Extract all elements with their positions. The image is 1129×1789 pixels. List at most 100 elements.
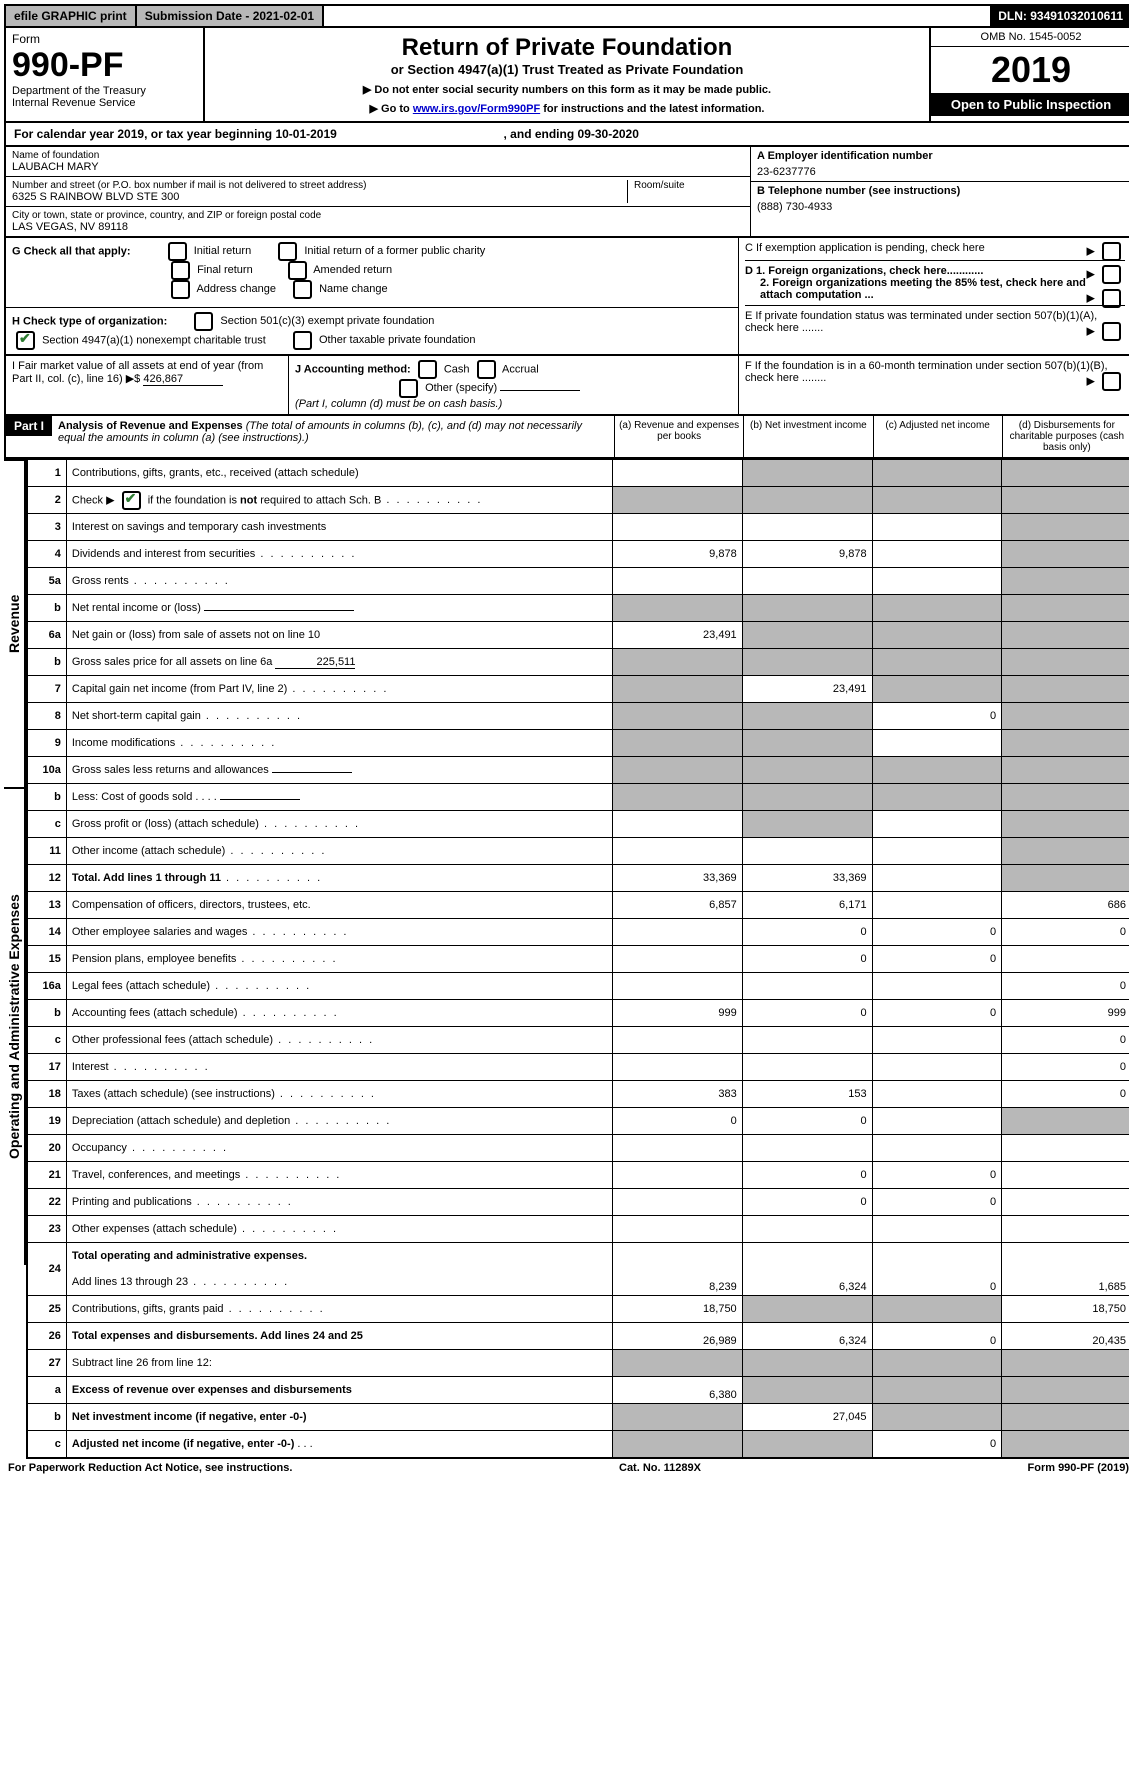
row-12: Total. Add lines 1 through 11 [72,872,221,884]
address-change-checkbox[interactable] [171,280,190,299]
row-21: Travel, conferences, and meetings [72,1169,240,1181]
row-27c: Adjusted net income (if negative, enter … [72,1438,294,1450]
r26-b: 6,324 [742,1323,872,1350]
r16b-c: 0 [872,1000,1002,1027]
r25-d: 18,750 [1002,1296,1129,1323]
addr-label: Number and street (or P.O. box number if… [12,180,627,191]
h-row: H Check type of organization: Section 50… [6,308,738,354]
initial-return-checkbox[interactable] [168,242,187,261]
r6b-val: 225,511 [275,656,355,669]
col-d-hdr: (d) Disbursements for charitable purpose… [1002,416,1129,457]
f-text: F If the foundation is in a 60-month ter… [745,360,1108,384]
g-opt-3: Amended return [313,264,392,276]
row-27: Subtract line 26 from line 12: [66,1350,612,1377]
revenue-label: Revenue [4,459,26,787]
instructions-link[interactable]: www.irs.gov/Form990PF [413,103,540,115]
r13-d: 686 [1002,892,1129,919]
col-b-hdr: (b) Net investment income [743,416,872,457]
cal-end: , and ending 09-30-2020 [504,127,639,141]
row-22: Printing and publications [72,1196,192,1208]
row-3: Interest on savings and temporary cash i… [66,514,612,541]
j-note: (Part I, column (d) must be on cash basi… [295,398,502,410]
name-change-checkbox[interactable] [293,280,312,299]
j-other: Other (specify) [425,382,497,394]
dept-line2: Internal Revenue Service [12,97,197,109]
r16b-b: 0 [742,1000,872,1027]
row-23: Other expenses (attach schedule) [72,1223,237,1235]
final-return-checkbox[interactable] [171,261,190,280]
r4-a: 9,878 [612,541,742,568]
e-checkbox[interactable] [1102,322,1121,341]
part1-title: Analysis of Revenue and Expenses [58,420,243,432]
form-title: Return of Private Foundation [211,34,923,62]
row-5b: Net rental income or (loss) [72,602,201,614]
note2-pre: ▶ Go to [370,103,413,115]
sch-b-checkbox[interactable] [122,491,141,510]
phone-value: (888) 730-4933 [757,197,1125,213]
row-16b: Accounting fees (attach schedule) [72,1007,238,1019]
page-footer: For Paperwork Reduction Act Notice, see … [4,1459,1129,1477]
street-address: 6325 S RAINBOW BLVD STE 300 [12,191,627,203]
r12-b: 33,369 [742,865,872,892]
r22-c: 0 [872,1189,1002,1216]
other-method-checkbox[interactable] [399,379,418,398]
h-label: H Check type of organization: [12,315,167,327]
name-label: Name of foundation [12,150,744,161]
col-c-hdr: (c) Adjusted net income [873,416,1002,457]
c-checkbox[interactable] [1102,242,1121,261]
4947a1-checkbox[interactable] [16,331,35,350]
r25-a: 18,750 [612,1296,742,1323]
city-label: City or town, state or province, country… [12,210,744,221]
calendar-year-row: For calendar year 2019, or tax year begi… [4,123,1129,147]
phone-label: B Telephone number (see instructions) [757,185,1125,197]
row-16a: Legal fees (attach schedule) [72,980,210,992]
row-27a: Excess of revenue over expenses and disb… [72,1384,352,1396]
note-1: ▶ Do not enter social security numbers o… [211,83,923,96]
d2-checkbox[interactable] [1102,289,1121,308]
col-a-hdr: (a) Revenue and expenses per books [614,416,743,457]
row-17: Interest [72,1061,109,1073]
h-opt-3: Other taxable private foundation [319,334,476,346]
row-10a: Gross sales less returns and allowances [72,764,269,776]
f-checkbox[interactable] [1102,372,1121,391]
dept-line1: Department of the Treasury [12,85,197,97]
r27a-a: 6,380 [612,1377,742,1404]
accrual-checkbox[interactable] [477,360,496,379]
501c3-checkbox[interactable] [194,312,213,331]
fmv-value: 426,867 [143,373,223,386]
footer-mid: Cat. No. 11289X [619,1462,701,1474]
r27b-b: 27,045 [742,1404,872,1431]
initial-former-checkbox[interactable] [278,242,297,261]
amended-checkbox[interactable] [288,261,307,280]
row-2: Check ▶ if the foundation is not require… [66,487,612,514]
r15-b: 0 [742,946,872,973]
part1-badge: Part I [6,416,52,436]
g-opt-0: Initial return [194,245,251,257]
r13-b: 6,171 [742,892,872,919]
row-15: Pension plans, employee benefits [72,953,237,965]
ein-value: 23-6237776 [757,162,1125,178]
part1-header: Part I Analysis of Revenue and Expenses … [4,416,1129,459]
ein-label: A Employer identification number [757,150,1125,162]
form-subtitle: or Section 4947(a)(1) Trust Treated as P… [211,62,923,77]
r16b-a: 999 [612,1000,742,1027]
r18-d: 0 [1002,1081,1129,1108]
r16b-d: 999 [1002,1000,1129,1027]
d1-checkbox[interactable] [1102,265,1121,284]
r26-d: 20,435 [1002,1323,1129,1350]
cash-checkbox[interactable] [418,360,437,379]
r24-b: 6,324 [742,1243,872,1296]
row-10c: Gross profit or (loss) (attach schedule) [72,818,259,830]
r21-b: 0 [742,1162,872,1189]
other-taxable-checkbox[interactable] [293,331,312,350]
r14-d: 0 [1002,919,1129,946]
g-label: G Check all that apply: [12,245,131,257]
row-19: Depreciation (attach schedule) and deple… [72,1115,290,1127]
form-id-block: Form 990-PF Department of the Treasury I… [6,28,205,121]
r14-b: 0 [742,919,872,946]
row-11: Other income (attach schedule) [72,845,225,857]
row-1: Contributions, gifts, grants, etc., rece… [66,460,612,487]
r6a-a: 23,491 [612,622,742,649]
expenses-label: Operating and Administrative Expenses [4,787,26,1265]
g-opt-2: Final return [197,264,253,276]
